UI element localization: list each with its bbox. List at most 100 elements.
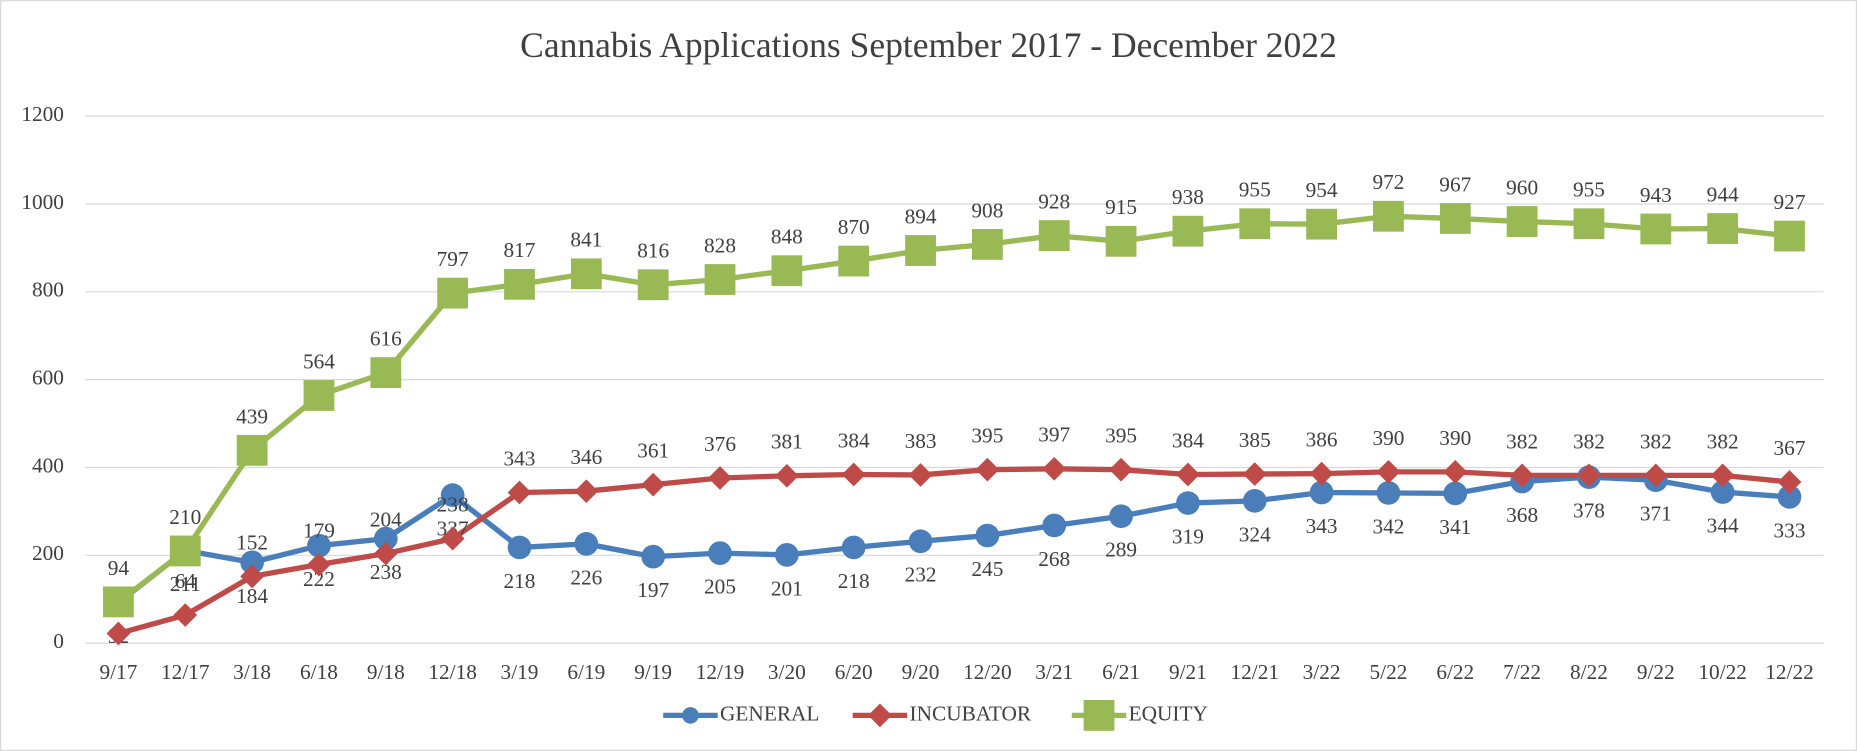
marker-diamond xyxy=(1443,460,1468,484)
marker-diamond xyxy=(908,463,933,487)
marker-square xyxy=(370,357,402,389)
marker-square xyxy=(1640,213,1672,245)
x-tick-label: 3/19 xyxy=(501,660,539,684)
marker-circle xyxy=(507,535,532,560)
marker-circle xyxy=(975,523,1000,548)
value-label: 226 xyxy=(570,565,602,589)
marker-diamond xyxy=(240,564,264,589)
value-label: 439 xyxy=(236,404,268,428)
marker-circle xyxy=(641,544,666,569)
value-label: 205 xyxy=(704,575,736,599)
value-label: 395 xyxy=(971,424,1003,448)
marker-diamond xyxy=(641,472,666,497)
value-label: 943 xyxy=(1640,183,1672,207)
x-tick-label: 12/21 xyxy=(1230,660,1279,684)
marker-diamond xyxy=(440,526,465,551)
x-tick-label: 6/19 xyxy=(567,660,605,684)
marker-diamond xyxy=(1710,463,1735,488)
value-label: 268 xyxy=(1038,547,1070,571)
y-tick-label: 1000 xyxy=(21,190,64,214)
value-label: 341 xyxy=(1439,515,1471,539)
marker-diamond xyxy=(1109,457,1133,482)
x-tick-label: 9/17 xyxy=(99,660,137,684)
marker-circle xyxy=(1777,485,1802,509)
marker-square xyxy=(1573,208,1605,240)
value-label: 232 xyxy=(905,563,937,587)
value-label: 319 xyxy=(1172,524,1204,548)
value-label: 211 xyxy=(170,572,201,596)
value-label: 382 xyxy=(1707,429,1739,453)
marker-square xyxy=(169,535,201,567)
marker-diamond xyxy=(1577,463,1601,488)
marker-square xyxy=(1038,220,1070,251)
marker-circle xyxy=(1309,480,1334,505)
x-tick-label: 12/19 xyxy=(696,660,745,684)
value-label: 289 xyxy=(1105,538,1137,562)
marker-diamond xyxy=(975,457,1000,482)
marker-diamond xyxy=(574,479,599,504)
marker-circle xyxy=(440,483,465,507)
x-tick-label: 3/18 xyxy=(233,660,271,684)
value-label: 938 xyxy=(1172,185,1204,209)
value-label: 152 xyxy=(236,530,268,554)
x-tick-label: 9/20 xyxy=(902,660,940,684)
value-label: 841 xyxy=(570,228,602,252)
marker-square xyxy=(1172,215,1204,247)
value-label: 342 xyxy=(1372,514,1404,538)
marker-circle xyxy=(775,543,799,567)
marker-circle xyxy=(1109,504,1133,529)
value-label: 333 xyxy=(1774,518,1806,542)
value-label: 955 xyxy=(1573,178,1605,202)
value-label: 944 xyxy=(1707,182,1739,206)
marker-diamond xyxy=(1643,463,1668,488)
marker-circle xyxy=(1042,513,1067,538)
value-label: 382 xyxy=(1640,429,1672,453)
y-tick-label: 0 xyxy=(53,629,64,653)
value-label: 197 xyxy=(637,578,669,602)
value-label: 390 xyxy=(1372,426,1404,450)
value-label: 972 xyxy=(1372,170,1404,194)
value-label: 382 xyxy=(1573,429,1605,453)
marker-circle xyxy=(574,532,599,556)
x-tick-label: 9/19 xyxy=(634,660,672,684)
value-label: 384 xyxy=(838,428,870,452)
y-tick-label: 400 xyxy=(32,453,64,477)
marker-square xyxy=(103,586,134,618)
value-label: 361 xyxy=(637,439,669,463)
marker-circle xyxy=(1176,491,1200,515)
marker-diamond xyxy=(1777,470,1802,494)
x-tick-label: 12/22 xyxy=(1765,660,1814,684)
y-tick-label: 600 xyxy=(32,366,64,390)
value-label: 344 xyxy=(1707,513,1739,537)
marker-square xyxy=(570,258,602,290)
value-label: 894 xyxy=(905,204,937,228)
marker-square xyxy=(1105,225,1137,257)
x-tick-label: 10/22 xyxy=(1698,660,1747,684)
value-label: 390 xyxy=(1439,426,1471,450)
value-label: 64 xyxy=(175,569,197,593)
value-label: 397 xyxy=(1038,423,1070,447)
marker-square xyxy=(303,380,335,411)
marker-square xyxy=(1373,200,1404,232)
marker-circle xyxy=(1710,480,1735,504)
value-label: 343 xyxy=(1306,514,1338,538)
marker-square xyxy=(1707,213,1739,244)
value-label: 371 xyxy=(1640,502,1672,526)
legend-label: GENERAL xyxy=(720,701,819,725)
x-tick-label: 3/21 xyxy=(1035,660,1073,684)
marker-square xyxy=(637,269,669,301)
marker-diamond xyxy=(775,463,799,488)
value-label: 797 xyxy=(437,247,469,271)
x-tick-label: 5/22 xyxy=(1370,660,1408,684)
marker-diamond xyxy=(106,621,131,646)
marker-square xyxy=(236,434,268,466)
value-label: 378 xyxy=(1573,499,1605,523)
marker-diamond xyxy=(173,603,198,627)
x-tick-label: 6/21 xyxy=(1102,660,1140,684)
value-label: 960 xyxy=(1506,175,1538,199)
marker-diamond xyxy=(708,466,732,490)
x-tick-label: 3/20 xyxy=(768,660,806,684)
marker-square xyxy=(1439,203,1471,234)
value-label: 395 xyxy=(1105,424,1137,448)
